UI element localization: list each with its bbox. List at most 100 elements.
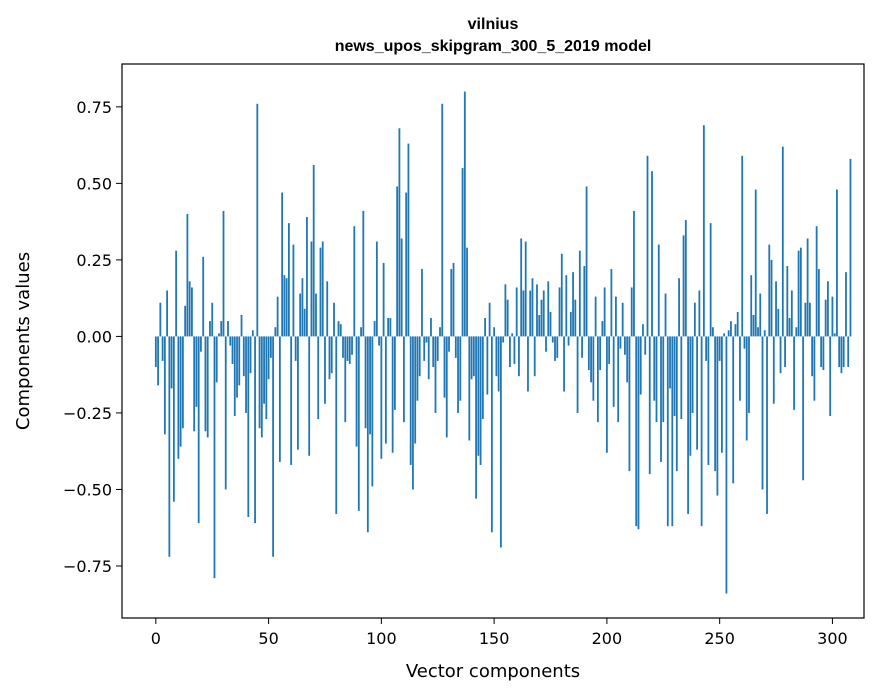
bar bbox=[493, 327, 496, 337]
bar bbox=[718, 336, 721, 361]
bar bbox=[439, 327, 441, 337]
bar bbox=[382, 262, 385, 337]
bar bbox=[542, 290, 545, 337]
bar bbox=[179, 336, 182, 447]
bar bbox=[278, 336, 281, 462]
bar bbox=[231, 336, 234, 364]
bar bbox=[723, 333, 726, 337]
bar bbox=[470, 336, 473, 380]
bar bbox=[238, 336, 241, 386]
bar bbox=[172, 336, 175, 502]
bar bbox=[497, 336, 500, 392]
bar bbox=[813, 336, 816, 401]
bar bbox=[306, 217, 308, 337]
bar bbox=[218, 333, 220, 337]
bar bbox=[637, 336, 640, 530]
bar bbox=[245, 336, 247, 413]
bar bbox=[612, 336, 615, 407]
bar bbox=[414, 336, 417, 444]
bar bbox=[741, 155, 744, 337]
bar bbox=[256, 103, 259, 337]
bar bbox=[186, 213, 189, 337]
bar bbox=[445, 336, 448, 438]
bar bbox=[328, 336, 331, 380]
bar bbox=[538, 314, 541, 337]
bar bbox=[357, 336, 360, 511]
bar bbox=[163, 336, 166, 435]
bar bbox=[258, 336, 261, 429]
bar bbox=[384, 336, 387, 444]
bar bbox=[799, 247, 802, 337]
x-tick-label: 50 bbox=[258, 629, 278, 648]
bar bbox=[730, 321, 732, 337]
x-tick-label: 300 bbox=[817, 629, 848, 648]
bar bbox=[592, 336, 595, 401]
bar bbox=[265, 336, 268, 420]
bar bbox=[817, 269, 820, 337]
x-tick-label: 200 bbox=[592, 629, 623, 648]
bar bbox=[815, 226, 818, 337]
bar bbox=[351, 336, 353, 355]
bar bbox=[599, 336, 602, 371]
bar bbox=[204, 336, 207, 432]
bar bbox=[648, 336, 651, 475]
bar bbox=[213, 336, 216, 579]
bar bbox=[590, 336, 592, 383]
y-tick-label: 0.00 bbox=[76, 327, 112, 346]
bar bbox=[362, 210, 365, 337]
bar bbox=[373, 321, 376, 337]
y-tick-label: 0.50 bbox=[76, 174, 112, 193]
bar bbox=[371, 336, 374, 487]
bar bbox=[366, 336, 369, 533]
bar bbox=[547, 281, 550, 337]
bar bbox=[585, 186, 588, 337]
bar bbox=[678, 278, 680, 337]
bar bbox=[642, 324, 644, 337]
bar bbox=[211, 302, 214, 337]
bar bbox=[808, 302, 811, 337]
bar bbox=[556, 336, 559, 358]
bar bbox=[405, 192, 408, 337]
bar bbox=[784, 336, 786, 368]
bar bbox=[522, 290, 525, 337]
bar bbox=[430, 318, 432, 337]
bar bbox=[684, 220, 687, 337]
bar bbox=[687, 336, 689, 514]
chart-subtitle: news_upos_skipgram_300_5_2019 model bbox=[335, 38, 652, 55]
x-axis-label: Vector components bbox=[406, 661, 580, 682]
bar bbox=[407, 143, 410, 337]
bar bbox=[711, 327, 714, 337]
bar bbox=[398, 128, 401, 337]
bar bbox=[240, 314, 243, 337]
bar bbox=[786, 266, 789, 337]
bar bbox=[587, 336, 590, 371]
bar bbox=[833, 333, 836, 337]
bar bbox=[342, 336, 344, 358]
y-axis-label: Components values bbox=[13, 252, 34, 430]
bar bbox=[518, 336, 520, 377]
bar bbox=[161, 336, 164, 361]
bar bbox=[344, 336, 347, 423]
bar bbox=[655, 336, 658, 423]
bar bbox=[727, 330, 730, 337]
bar bbox=[400, 238, 403, 337]
bars-group bbox=[154, 91, 852, 594]
x-axis-ticks: 0 50 100 150 200 250 300 bbox=[151, 618, 848, 648]
bar bbox=[529, 290, 532, 337]
bar bbox=[301, 278, 304, 337]
bar bbox=[594, 296, 597, 337]
bar bbox=[346, 336, 349, 361]
bar bbox=[583, 266, 586, 337]
bar bbox=[202, 256, 205, 337]
bar bbox=[766, 336, 768, 514]
bar bbox=[337, 321, 340, 337]
bar bbox=[396, 186, 399, 337]
bar bbox=[215, 336, 218, 383]
bar bbox=[412, 336, 414, 490]
bar bbox=[531, 278, 534, 337]
bar bbox=[734, 324, 737, 337]
bar bbox=[781, 146, 784, 337]
bar bbox=[260, 336, 263, 438]
bar bbox=[752, 314, 755, 337]
bar bbox=[312, 165, 315, 337]
